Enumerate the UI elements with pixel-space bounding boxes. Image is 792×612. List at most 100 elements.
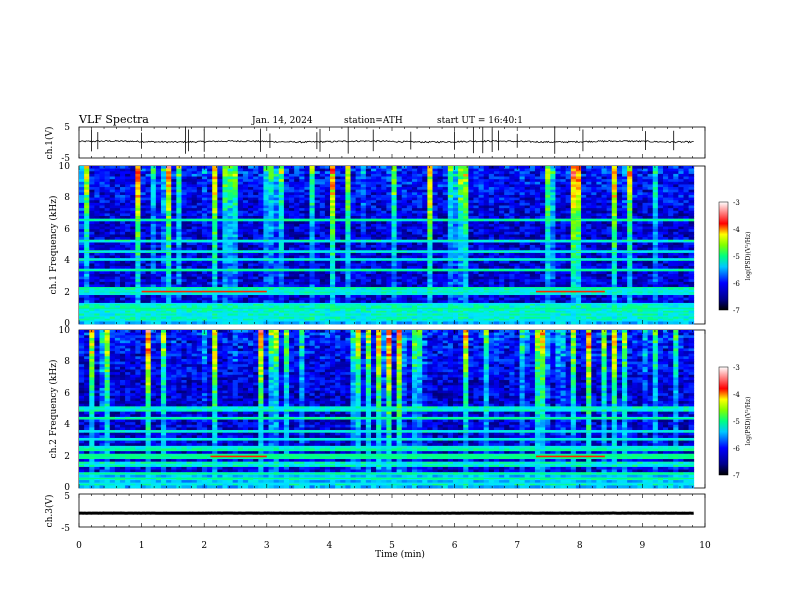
spectrogram-cell [243, 234, 249, 237]
spectrogram-cell [571, 213, 577, 216]
spectrogram-cell [115, 187, 121, 190]
spectrogram-cell [550, 206, 556, 209]
spectrogram-cell [356, 206, 362, 209]
spectrogram-cell [637, 224, 643, 227]
spectrogram-cell [310, 216, 316, 219]
spectrogram-cell [310, 229, 316, 232]
spectrogram-cell [571, 184, 577, 187]
spectrogram-cell [217, 200, 223, 203]
spectrogram-cell [269, 248, 275, 251]
spectrogram-cell [612, 174, 618, 177]
spectrogram-cell [391, 206, 397, 209]
spectrogram-cell [376, 177, 382, 180]
spectrogram-cell [663, 211, 669, 214]
spectrogram-cell [176, 274, 182, 277]
spectrogram-cell [586, 179, 592, 182]
spectrogram-cell [263, 213, 269, 216]
spectrogram-cell [612, 171, 618, 174]
spectrogram-cell [535, 229, 541, 232]
spectrogram-cell [653, 184, 659, 187]
spectrogram-cell [248, 234, 254, 237]
spectrogram-cell [320, 216, 326, 219]
spectrogram-cell [294, 169, 300, 172]
spectrogram-cell [110, 198, 116, 201]
spectrogram-cell [678, 221, 684, 224]
spectrogram-cell [489, 174, 495, 177]
spectrogram-cell [643, 182, 649, 185]
spectrogram-cell [274, 179, 280, 182]
spectrogram-cell [643, 171, 649, 174]
spectrogram-cell [207, 245, 213, 248]
spectrogram-cell [320, 169, 326, 172]
spectrogram-cell [402, 248, 408, 251]
spectrogram-cell [448, 224, 454, 227]
spectrogram-cell [427, 198, 433, 201]
spectrogram-cell [330, 232, 336, 235]
spectrogram-cell [591, 187, 597, 190]
spectrogram-cell [540, 198, 546, 201]
spectrogram-cell [84, 256, 90, 259]
spectrogram-cell [304, 206, 310, 209]
spectrogram-cell [617, 171, 623, 174]
spectrogram-cell [99, 232, 105, 235]
spectrogram-cell [683, 227, 689, 230]
spectrogram-cell [258, 242, 264, 245]
spectrogram-cell [432, 266, 438, 269]
spectrogram-cell [279, 234, 285, 237]
spectrogram-cell [361, 271, 367, 274]
spectrogram-cell [422, 203, 428, 206]
spectrogram-cell [258, 200, 264, 203]
spectrogram-cell [438, 179, 444, 182]
spectrogram-cell [678, 216, 684, 219]
spectrogram-cell [602, 271, 608, 274]
spectrogram-cell [376, 171, 382, 174]
spectrogram-cell [176, 208, 182, 211]
spectrogram-cell [571, 166, 577, 169]
spectrogram-cell [561, 256, 567, 259]
spectrogram-cell [683, 232, 689, 235]
spectrogram-cell [468, 227, 474, 230]
spectrogram-cell [243, 266, 249, 269]
spectrogram-cell [668, 229, 674, 232]
spectrogram-cell [192, 182, 198, 185]
spectrogram-cell [176, 171, 182, 174]
spectrogram-cell [304, 224, 310, 227]
spectrogram-cell [386, 177, 392, 180]
spectrogram-cell [248, 195, 254, 198]
spectrogram-cell [432, 256, 438, 259]
spectrogram-cell [509, 271, 515, 274]
spectrogram-cell [335, 229, 341, 232]
spectrogram-cell [94, 232, 100, 235]
spectrogram-cell [612, 227, 618, 230]
spectrogram-cell [514, 237, 520, 240]
spectrogram-cell [479, 211, 485, 214]
spectrogram-cell [443, 182, 449, 185]
spectrogram-cell [443, 216, 449, 219]
spectrogram-cell [427, 221, 433, 224]
spectrogram-cell [432, 190, 438, 193]
spectrogram-cell [632, 182, 638, 185]
spectrogram-cell [468, 263, 474, 266]
spectrogram-cell [468, 229, 474, 232]
spectrogram-cell [535, 216, 541, 219]
spectrogram-cell [586, 221, 592, 224]
spectrogram-cell [397, 211, 403, 214]
spectrogram-cell [550, 211, 556, 214]
spectrogram-cell [499, 177, 505, 180]
spectrogram-cell [202, 263, 208, 266]
spectrogram-cell [181, 200, 187, 203]
spectrogram-cell [627, 177, 633, 180]
spectrogram-cell [304, 227, 310, 230]
spectrogram-cell [520, 245, 526, 248]
spectrogram-cell [79, 184, 85, 187]
spectrogram-cell [545, 271, 551, 274]
spectrogram-cell [643, 190, 649, 193]
spectrogram-cell [125, 195, 131, 198]
spectrogram-cell [520, 169, 526, 172]
spectrogram-cell [269, 221, 275, 224]
spectrogram-cell [222, 232, 228, 235]
spectrogram-cell [79, 248, 85, 251]
spectrogram-cell [94, 169, 100, 172]
spectrogram-cell [678, 206, 684, 209]
spectrogram-cell [356, 203, 362, 206]
